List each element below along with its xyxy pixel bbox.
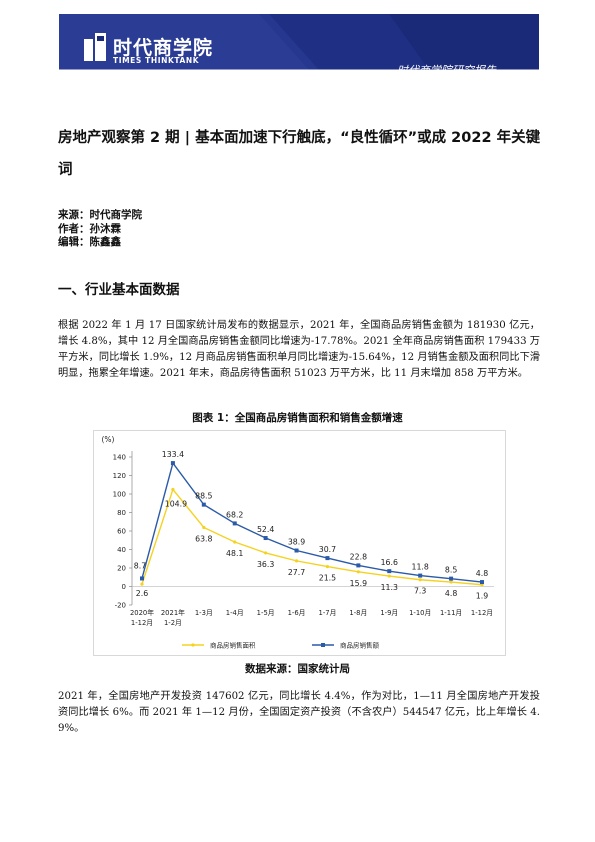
logo-mark-icon [84, 33, 106, 61]
legend-marker-1 [321, 643, 325, 647]
series-0-point-4 [264, 551, 268, 555]
y-tick-label-0: -20 [115, 602, 126, 610]
series-1-label-0: 8.7 [134, 561, 146, 570]
series-0-label-2: 63.8 [195, 534, 212, 543]
y-tick-label-6: 100 [113, 491, 126, 499]
header-band-stripe [259, 14, 429, 70]
series-line-0 [141, 488, 483, 586]
x-tick-label-6: 1-7月 [319, 609, 337, 617]
y-tick-label-8: 140 [113, 454, 126, 462]
series-1-point-8 [387, 569, 392, 574]
series-1-point-10 [449, 576, 454, 581]
series-1-point-2 [201, 502, 206, 507]
series-1-label-9: 11.8 [411, 563, 428, 572]
series-1-label-3: 68.2 [226, 510, 243, 519]
series-1-point-1 [170, 461, 175, 466]
x-tick-label-8: 1-9月 [380, 609, 398, 617]
x-tick-label-4: 1-5月 [257, 609, 275, 617]
x-tick-label-7: 1-8月 [349, 609, 367, 617]
y-tick-label-2: 20 [117, 565, 126, 573]
series-0-point-1 [171, 487, 175, 492]
series-1-point-0 [140, 576, 144, 581]
logo-title: 时代商学院 [113, 37, 214, 59]
series-0-point-3 [233, 540, 237, 544]
series-1-label-8: 16.6 [381, 558, 398, 567]
series-0-point-7 [356, 570, 360, 574]
series-1-label-11: 4.8 [476, 569, 488, 578]
sales-growth-chart: (%) -20 0 20 40 60 80 100 120 140 2020年 1-12月 2021年 1… [102, 435, 494, 650]
x-tick-label-2: 1-3月 [195, 609, 213, 617]
chart-frame: (%) -20 0 20 40 60 80 100 120 140 2020年 1-12月 2021年 1… [93, 430, 506, 656]
series-0-label-0: 2.6 [136, 589, 148, 598]
article-title: 房地产观察第 2 期 | 基本面加速下行触底，“良性循环”或成 2022 年关键… [58, 130, 541, 178]
y-tick-label-7: 120 [113, 472, 126, 480]
series-0-label-7: 15.9 [350, 579, 367, 588]
series-0-point-6 [325, 565, 330, 569]
article-meta: 来源：时代商学院 作者：孙沐霖 编辑：陈鑫鑫 [58, 209, 142, 250]
x-tick-label-5: 1-6月 [288, 609, 306, 617]
series-0-label-3: 48.1 [226, 549, 243, 558]
figure-source: 数据来源：国家统计局 [245, 663, 350, 675]
logo-subtitle: TIMES THINKTANK [113, 56, 200, 65]
series-1-label-6: 30.7 [319, 545, 336, 554]
x-tick-label-1: 2021年 1-2月 [161, 608, 185, 627]
series-1-label-5: 38.9 [288, 538, 305, 547]
series-0-label-11: 1.9 [476, 592, 488, 601]
series-0-point-5 [294, 559, 299, 563]
source-line: 来源：时代商学院 [58, 209, 142, 221]
header-banner [59, 14, 539, 70]
header-band-shade [59, 14, 319, 70]
y-axis-label: (%) [102, 435, 115, 444]
figure-caption: 图表 1：全国商品房销售面积和销售金额增速 [192, 412, 403, 424]
x-tick-label-9: 1-10月 [409, 609, 431, 617]
series-1-point-5 [294, 548, 299, 553]
series-1-label-7: 22.8 [350, 552, 367, 561]
x-tick-label-0: 2020年 1-12月 [130, 608, 154, 627]
x-tick-label-11: 1-12月 [471, 609, 493, 617]
x-tick-label-10: 1-11月 [440, 609, 462, 617]
series-0-point-0 [140, 582, 144, 586]
series-0-point-10 [449, 580, 453, 584]
series-0-label-5: 27.7 [288, 568, 305, 577]
series-0-label-8: 11.3 [381, 583, 398, 592]
legend-marker-0 [191, 643, 195, 647]
series-1-point-4 [263, 536, 268, 541]
series-1-point-3 [232, 521, 237, 526]
x-tick-label-3: 1-4月 [226, 609, 244, 617]
author-line: 作者：孙沐霖 [58, 222, 121, 235]
section-heading: 一、行业基本面数据 [58, 282, 180, 298]
y-tick-label-5: 80 [117, 509, 126, 517]
series-0-label-10: 4.8 [445, 589, 457, 598]
legend-label-0: 商品房销售面积 [210, 641, 256, 650]
series-1-point-9 [418, 573, 423, 578]
series-0-point-2 [202, 525, 206, 530]
series-1-point-7 [356, 563, 361, 568]
series-1-label-1: 133.4 [162, 450, 184, 459]
y-tick-label-4: 60 [117, 528, 126, 536]
body-paragraph-1: 根据 2022 年 1 月 17 日国家统计局发布的数据显示，2021 年，全国… [58, 320, 540, 379]
series-0-label-9: 7.3 [414, 587, 426, 596]
series-0-label-6: 21.5 [319, 574, 336, 583]
series-0-label-1: 104.9 [165, 499, 187, 508]
series-1-label-2: 88.5 [195, 492, 212, 501]
report-series-label: 时代商学院研究报告 [397, 64, 496, 77]
y-tick-label-3: 40 [117, 546, 126, 554]
series-1-label-10: 8.5 [445, 566, 457, 575]
series-0-point-8 [387, 574, 391, 578]
series-0-label-4: 36.3 [257, 560, 274, 569]
series-0-point-9 [418, 578, 422, 582]
series-1-point-11 [480, 580, 484, 585]
series-1-label-4: 52.4 [257, 525, 274, 534]
y-tick-label-1: 0 [122, 583, 126, 591]
editor-line: 编辑：陈鑫鑫 [58, 236, 121, 248]
legend-label-1: 商品房销售额 [340, 641, 380, 650]
body-paragraph-2: 2021 年，全国房地产开发投资 147602 亿元，同比增长 4.4%，作为对… [58, 691, 540, 734]
series-line-1 [141, 461, 483, 583]
series-1-point-6 [325, 556, 330, 561]
